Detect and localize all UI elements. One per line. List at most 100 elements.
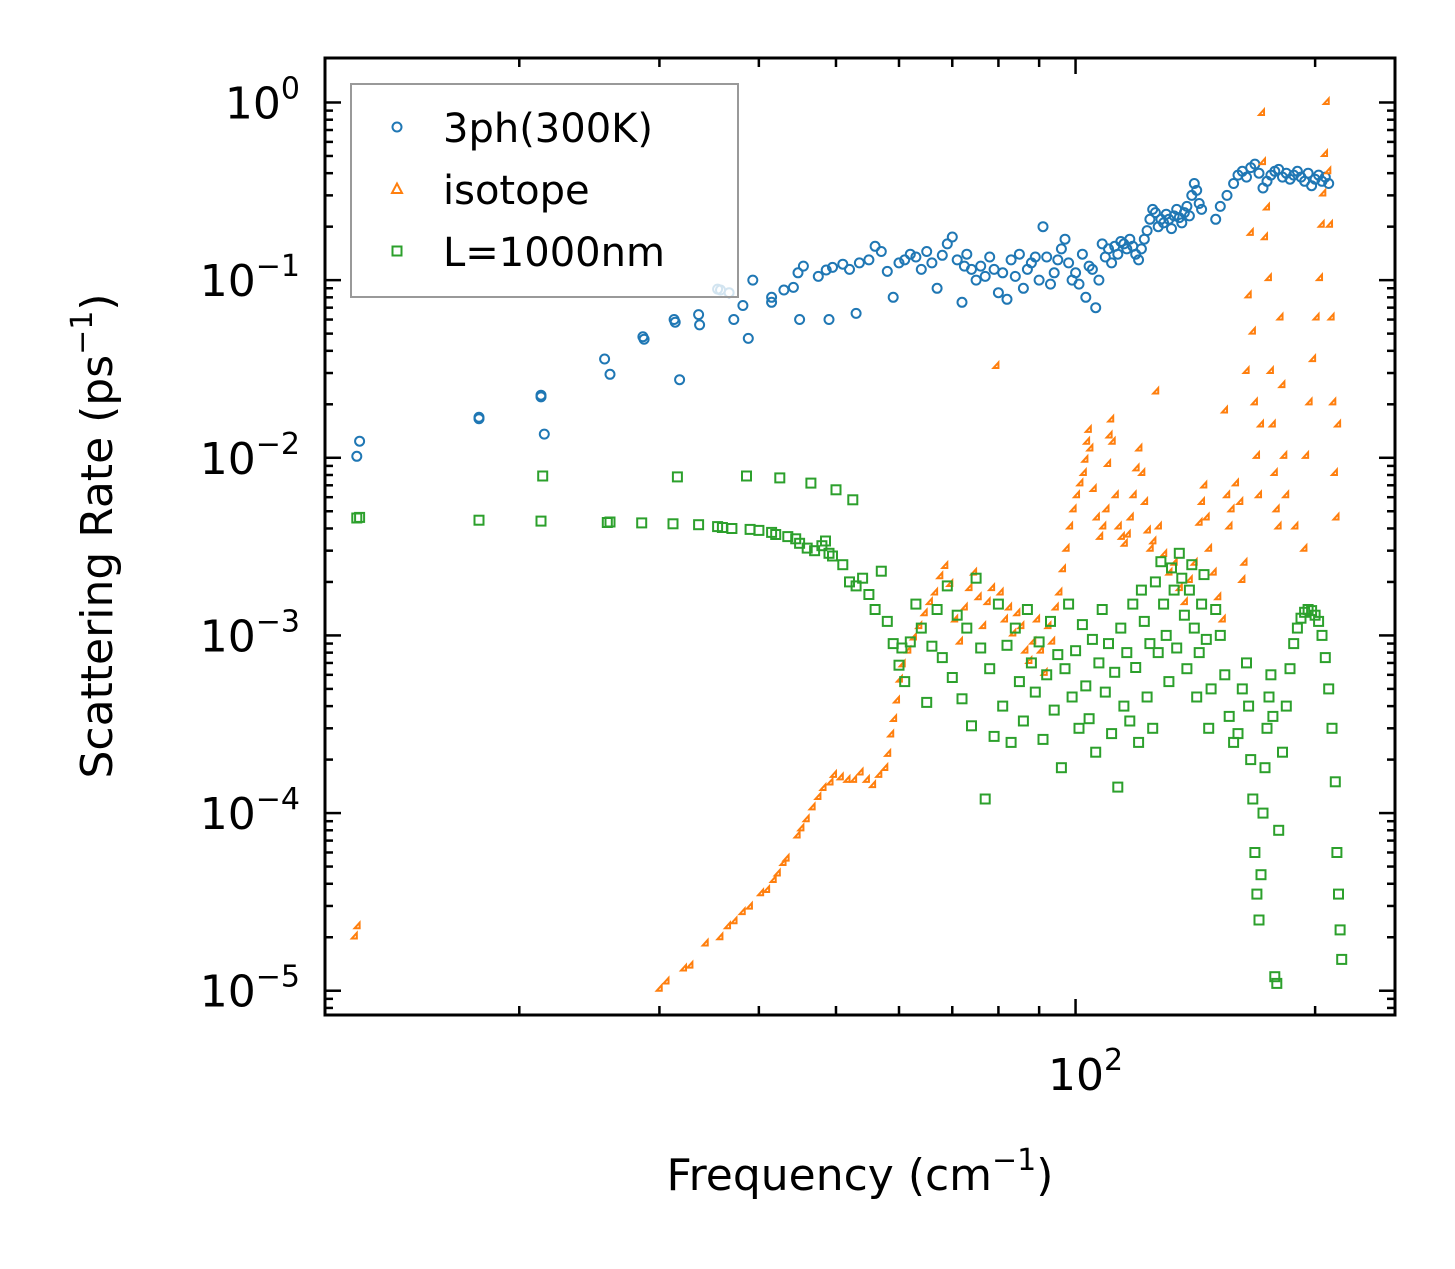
- data-point: [1073, 278, 1085, 290]
- data-point: [604, 516, 616, 528]
- data-point: [1245, 754, 1257, 766]
- data-point: [1323, 165, 1332, 175]
- data-point: [813, 790, 822, 801]
- data-point: [1191, 184, 1203, 196]
- data-point: [1160, 629, 1172, 641]
- data-point: [997, 700, 1009, 712]
- data-point: [874, 768, 883, 778]
- data-point: [881, 265, 893, 277]
- data-point: [1205, 683, 1217, 695]
- data-point: [638, 333, 650, 345]
- data-point: [936, 249, 948, 261]
- series-triangle: [349, 95, 1342, 992]
- data-point: [537, 470, 549, 482]
- data-point: [1247, 325, 1256, 335]
- data-point: [1280, 489, 1290, 499]
- data-point: [1130, 662, 1142, 673]
- data-point: [354, 435, 366, 447]
- data-point: [1179, 596, 1188, 606]
- data-point: [1271, 977, 1283, 989]
- data-point: [999, 613, 1009, 623]
- data-point: [1265, 364, 1274, 375]
- data-point: [853, 257, 865, 269]
- data-point: [893, 659, 905, 671]
- data-point: [885, 728, 895, 738]
- data-point: [1183, 210, 1195, 222]
- data-point: [796, 822, 805, 832]
- data-point: [1076, 619, 1088, 631]
- data-point: [1068, 503, 1077, 513]
- data-point: [1332, 418, 1342, 428]
- data-point: [1080, 680, 1092, 692]
- data-point: [1057, 563, 1067, 573]
- data-point: [1099, 686, 1111, 698]
- series-circle: [351, 158, 1335, 462]
- plot-frame: [323, 56, 1397, 1017]
- data-point: [766, 296, 778, 308]
- data-point: [1191, 691, 1203, 703]
- data-point: [899, 676, 911, 688]
- data-point: [1037, 221, 1049, 233]
- data-point: [1326, 722, 1338, 734]
- series-square: [351, 470, 1348, 989]
- y-tick-label: 10−1: [200, 249, 300, 307]
- data-point: [1241, 657, 1252, 669]
- data-point: [1107, 435, 1116, 445]
- data-point: [1304, 396, 1313, 406]
- data-point: [1144, 213, 1156, 225]
- data-point: [986, 582, 996, 592]
- data-point: [1093, 657, 1105, 669]
- legend-marker-square: [391, 245, 403, 257]
- data-point: [1125, 511, 1134, 521]
- data-point: [954, 635, 964, 645]
- data-point: [729, 915, 738, 925]
- data-point: [1076, 248, 1088, 260]
- data-point: [1193, 198, 1205, 209]
- data-point: [921, 696, 933, 708]
- data-point: [700, 937, 709, 947]
- data-point: [671, 471, 683, 483]
- data-point: [1273, 520, 1282, 530]
- data-point: [1300, 449, 1310, 459]
- data-point: [961, 622, 973, 634]
- data-point: [1251, 449, 1261, 459]
- x-tick-labels: 102: [1048, 1043, 1123, 1101]
- data-point: [1319, 147, 1329, 158]
- data-point: [1127, 598, 1139, 610]
- data-point: [869, 604, 881, 615]
- data-point: [820, 535, 831, 547]
- data-point: [818, 781, 827, 791]
- data-point: [1135, 584, 1147, 596]
- data-point: [982, 596, 991, 606]
- data-point: [1288, 638, 1300, 650]
- data-point: [956, 693, 968, 705]
- legend: 3ph(300K) isotope L=1000nm: [350, 83, 739, 298]
- data-point: [1259, 231, 1269, 241]
- data-point: [781, 852, 790, 862]
- data-point: [1016, 620, 1025, 630]
- data-point: [1249, 847, 1261, 858]
- data-point: [1103, 638, 1114, 650]
- data-point: [1046, 635, 1056, 645]
- data-point: [941, 580, 953, 592]
- data-point: [1226, 503, 1235, 513]
- data-point: [899, 254, 911, 266]
- data-point: [910, 251, 922, 263]
- data-point: [977, 620, 987, 630]
- data-point: [1131, 462, 1140, 472]
- data-point: [1149, 207, 1161, 219]
- data-point: [741, 470, 752, 482]
- data-point: [1329, 466, 1338, 477]
- data-point: [1196, 598, 1208, 610]
- data-point: [1163, 676, 1175, 688]
- data-point: [761, 883, 771, 893]
- data-point: [1249, 396, 1258, 406]
- legend-label: 3ph(300K): [443, 106, 653, 152]
- data-point: [1203, 542, 1213, 552]
- data-point: [1333, 888, 1344, 900]
- legend-item: L=1000nm: [391, 230, 665, 276]
- data-point: [1149, 576, 1161, 588]
- data-point: [867, 779, 877, 789]
- data-point: [970, 572, 982, 584]
- data-point: [1245, 226, 1254, 236]
